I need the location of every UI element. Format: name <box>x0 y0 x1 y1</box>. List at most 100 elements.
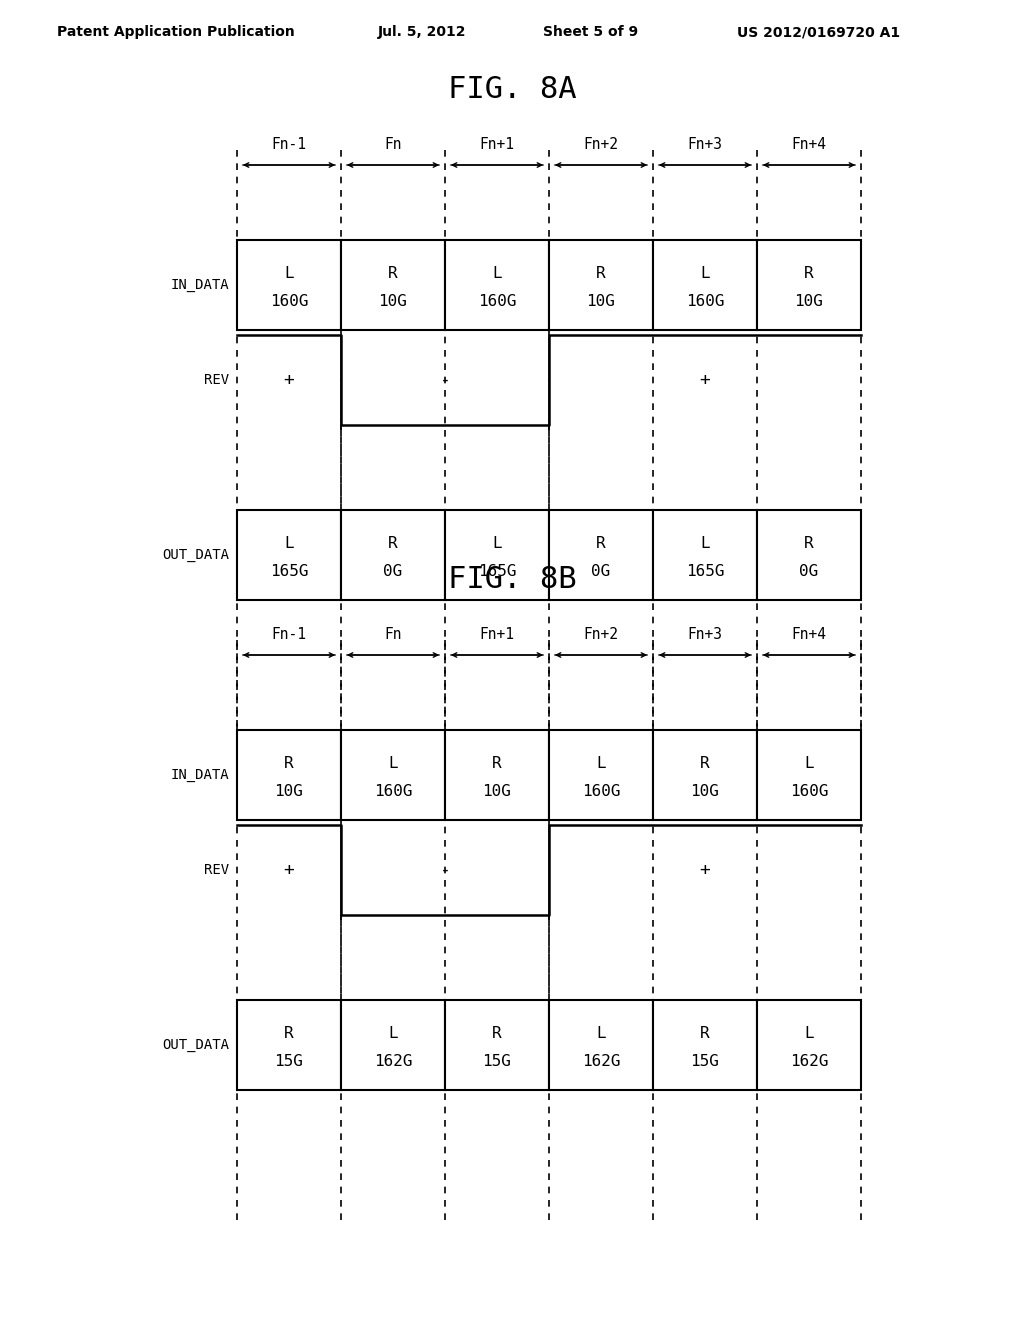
Text: +: + <box>284 371 295 389</box>
Bar <box>341 730 445 820</box>
Text: R: R <box>388 265 397 281</box>
Bar <box>757 510 861 601</box>
Text: 162G: 162G <box>374 1053 413 1069</box>
Text: -: - <box>439 861 451 879</box>
Text: 10G: 10G <box>274 784 303 799</box>
Bar <box>341 240 445 330</box>
Text: L: L <box>285 536 294 550</box>
Bar <box>549 730 653 820</box>
Text: R: R <box>700 756 710 771</box>
Text: 15G: 15G <box>690 1053 720 1069</box>
Bar <box>445 730 549 820</box>
Text: 165G: 165G <box>269 564 308 578</box>
Bar <box>445 1001 549 1090</box>
Text: L: L <box>804 756 814 771</box>
Bar <box>341 1001 445 1090</box>
Text: 10G: 10G <box>690 784 720 799</box>
Text: 160G: 160G <box>686 294 724 309</box>
Text: R: R <box>596 265 606 281</box>
Text: Jul. 5, 2012: Jul. 5, 2012 <box>378 25 467 40</box>
Bar <box>549 240 653 330</box>
Text: 165G: 165G <box>478 564 516 578</box>
Text: L: L <box>493 265 502 281</box>
Text: Fn+4: Fn+4 <box>792 137 826 152</box>
Text: Fn+4: Fn+4 <box>792 627 826 642</box>
Text: 0G: 0G <box>383 564 402 578</box>
Bar <box>549 1001 653 1090</box>
Text: Sheet 5 of 9: Sheet 5 of 9 <box>543 25 638 40</box>
Text: FIG. 8A: FIG. 8A <box>447 75 577 104</box>
Text: 0G: 0G <box>800 564 818 578</box>
Text: IN_DATA: IN_DATA <box>170 279 229 292</box>
Text: -: - <box>439 371 451 389</box>
Text: R: R <box>285 756 294 771</box>
Bar <box>653 730 757 820</box>
Text: Fn+3: Fn+3 <box>687 627 723 642</box>
Text: IN_DATA: IN_DATA <box>170 768 229 781</box>
Bar <box>341 510 445 601</box>
Text: 10G: 10G <box>482 784 511 799</box>
Text: R: R <box>804 536 814 550</box>
Text: OUT_DATA: OUT_DATA <box>162 1038 229 1052</box>
Bar <box>653 510 757 601</box>
Text: Fn+2: Fn+2 <box>584 627 618 642</box>
Text: R: R <box>596 536 606 550</box>
Bar <box>757 1001 861 1090</box>
Text: 162G: 162G <box>790 1053 828 1069</box>
Text: Fn: Fn <box>384 627 401 642</box>
Text: 160G: 160G <box>374 784 413 799</box>
Text: R: R <box>804 265 814 281</box>
Text: FIG. 8B: FIG. 8B <box>447 565 577 594</box>
Text: Fn+2: Fn+2 <box>584 137 618 152</box>
Text: L: L <box>388 756 397 771</box>
Text: Patent Application Publication: Patent Application Publication <box>57 25 295 40</box>
Text: L: L <box>596 756 606 771</box>
Text: 160G: 160G <box>478 294 516 309</box>
Text: L: L <box>700 536 710 550</box>
Text: 10G: 10G <box>795 294 823 309</box>
Text: US 2012/0169720 A1: US 2012/0169720 A1 <box>737 25 900 40</box>
Bar <box>237 510 341 601</box>
Text: 160G: 160G <box>582 784 621 799</box>
Text: R: R <box>700 1026 710 1040</box>
Text: R: R <box>285 1026 294 1040</box>
Text: 10G: 10G <box>587 294 615 309</box>
Text: 0G: 0G <box>592 564 610 578</box>
Bar <box>445 240 549 330</box>
Text: L: L <box>285 265 294 281</box>
Text: L: L <box>493 536 502 550</box>
Bar <box>549 510 653 601</box>
Text: +: + <box>699 861 711 879</box>
Bar <box>237 730 341 820</box>
Text: REV: REV <box>204 863 229 876</box>
Text: Fn-1: Fn-1 <box>271 627 306 642</box>
Text: R: R <box>388 536 397 550</box>
Text: L: L <box>388 1026 397 1040</box>
Text: 162G: 162G <box>582 1053 621 1069</box>
Bar <box>757 730 861 820</box>
Text: Fn+1: Fn+1 <box>479 137 514 152</box>
Text: Fn-1: Fn-1 <box>271 137 306 152</box>
Text: 160G: 160G <box>790 784 828 799</box>
Text: R: R <box>493 1026 502 1040</box>
Bar <box>653 1001 757 1090</box>
Text: L: L <box>804 1026 814 1040</box>
Text: L: L <box>596 1026 606 1040</box>
Text: L: L <box>700 265 710 281</box>
Bar <box>653 240 757 330</box>
Text: +: + <box>699 371 711 389</box>
Text: 15G: 15G <box>482 1053 511 1069</box>
Bar <box>237 240 341 330</box>
Text: Fn+1: Fn+1 <box>479 627 514 642</box>
Text: 165G: 165G <box>686 564 724 578</box>
Bar <box>757 240 861 330</box>
Bar <box>237 1001 341 1090</box>
Text: Fn: Fn <box>384 137 401 152</box>
Text: 160G: 160G <box>269 294 308 309</box>
Text: 10G: 10G <box>379 294 408 309</box>
Text: +: + <box>284 861 295 879</box>
Text: 15G: 15G <box>274 1053 303 1069</box>
Text: Fn+3: Fn+3 <box>687 137 723 152</box>
Bar <box>445 510 549 601</box>
Text: OUT_DATA: OUT_DATA <box>162 548 229 562</box>
